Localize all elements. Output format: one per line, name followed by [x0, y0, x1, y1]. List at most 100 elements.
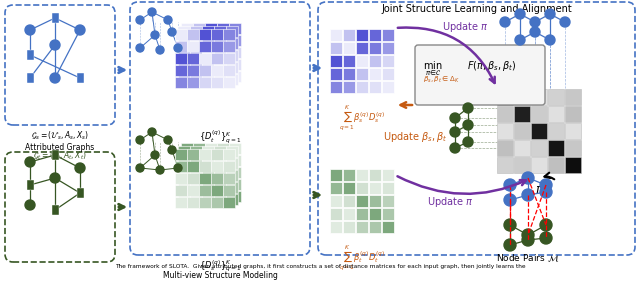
Bar	[205, 142, 216, 154]
Text: The framework of SLOTA.  Given attributed graphs, it first constructs a set of d: The framework of SLOTA. Given attributed…	[115, 264, 525, 269]
FancyBboxPatch shape	[415, 45, 545, 105]
Bar	[531, 89, 547, 105]
Bar	[343, 81, 355, 93]
Circle shape	[136, 164, 144, 172]
Bar	[223, 76, 234, 88]
Bar	[214, 61, 225, 73]
Bar	[343, 68, 355, 80]
Bar	[214, 73, 225, 85]
Bar	[229, 34, 241, 46]
Bar	[229, 46, 241, 58]
Bar	[211, 149, 223, 160]
Bar	[223, 52, 234, 64]
Bar	[226, 146, 237, 157]
Bar	[178, 61, 189, 73]
Bar	[178, 37, 189, 49]
Bar	[548, 140, 564, 156]
Circle shape	[50, 173, 60, 183]
Bar	[211, 29, 223, 40]
Bar	[369, 81, 381, 93]
Circle shape	[522, 234, 534, 246]
Bar	[199, 149, 211, 160]
Bar	[181, 191, 193, 202]
Bar	[175, 29, 186, 40]
Bar	[382, 42, 394, 54]
Text: Node Pairs $\mathcal{M}$: Node Pairs $\mathcal{M}$	[497, 252, 559, 264]
Circle shape	[136, 136, 144, 144]
Bar	[187, 29, 198, 40]
Bar	[217, 34, 228, 46]
Bar	[356, 195, 368, 207]
Bar	[229, 59, 241, 70]
Bar	[190, 181, 202, 193]
Bar	[205, 59, 216, 70]
Bar	[565, 157, 581, 173]
Bar	[382, 221, 394, 233]
Text: $\mathcal{G}_t = (\mathcal{V}_t, A_t, X_t)$: $\mathcal{G}_t = (\mathcal{V}_t, A_t, X_…	[33, 150, 87, 162]
Bar	[178, 169, 189, 181]
Bar	[531, 157, 547, 173]
Circle shape	[156, 166, 164, 174]
Bar	[181, 59, 193, 70]
Bar	[199, 185, 211, 196]
Bar	[193, 34, 205, 46]
Bar	[531, 140, 547, 156]
Bar	[330, 169, 342, 181]
Circle shape	[136, 16, 144, 24]
Bar	[175, 64, 186, 76]
Bar	[382, 81, 394, 93]
Bar	[193, 178, 205, 190]
Bar	[217, 71, 228, 82]
Bar	[187, 76, 198, 88]
Bar	[190, 25, 202, 37]
Bar	[193, 142, 205, 154]
Bar	[343, 42, 355, 54]
Bar	[190, 37, 202, 49]
Bar	[205, 154, 216, 166]
Bar	[181, 178, 193, 190]
Bar	[175, 76, 186, 88]
Bar	[26, 73, 33, 83]
Bar	[382, 68, 394, 80]
Bar	[202, 61, 214, 73]
Bar	[217, 166, 228, 178]
Circle shape	[174, 164, 182, 172]
Bar	[565, 106, 581, 122]
Circle shape	[148, 128, 156, 136]
Bar	[223, 29, 234, 40]
Bar	[514, 106, 530, 122]
Circle shape	[522, 229, 534, 241]
Bar	[217, 142, 228, 154]
Bar	[548, 123, 564, 139]
Bar	[211, 64, 223, 76]
Bar	[356, 182, 368, 194]
Bar	[369, 29, 381, 41]
Bar	[190, 61, 202, 73]
Bar	[193, 191, 205, 202]
Circle shape	[515, 35, 525, 45]
Bar	[187, 52, 198, 64]
Circle shape	[174, 44, 182, 52]
Bar	[193, 22, 205, 34]
Bar	[217, 22, 228, 34]
Circle shape	[540, 179, 552, 191]
Bar	[214, 181, 225, 193]
Bar	[382, 55, 394, 67]
Text: $\mathcal{G}_s = (\mathcal{U}_s, A_s, X_s)$: $\mathcal{G}_s = (\mathcal{U}_s, A_s, X_…	[31, 129, 89, 142]
Bar	[369, 195, 381, 207]
Bar	[356, 221, 368, 233]
Text: $\beta_s,\beta_t\in\Delta_K$: $\beta_s,\beta_t\in\Delta_K$	[423, 75, 460, 85]
Bar	[187, 149, 198, 160]
Bar	[77, 188, 83, 198]
Bar	[223, 149, 234, 160]
Bar	[330, 55, 342, 67]
Bar	[175, 173, 186, 184]
Bar	[214, 146, 225, 157]
Circle shape	[530, 27, 540, 37]
Bar	[178, 25, 189, 37]
Bar	[190, 193, 202, 205]
Bar	[211, 185, 223, 196]
Bar	[199, 161, 211, 172]
Bar	[181, 46, 193, 58]
Bar	[190, 73, 202, 85]
